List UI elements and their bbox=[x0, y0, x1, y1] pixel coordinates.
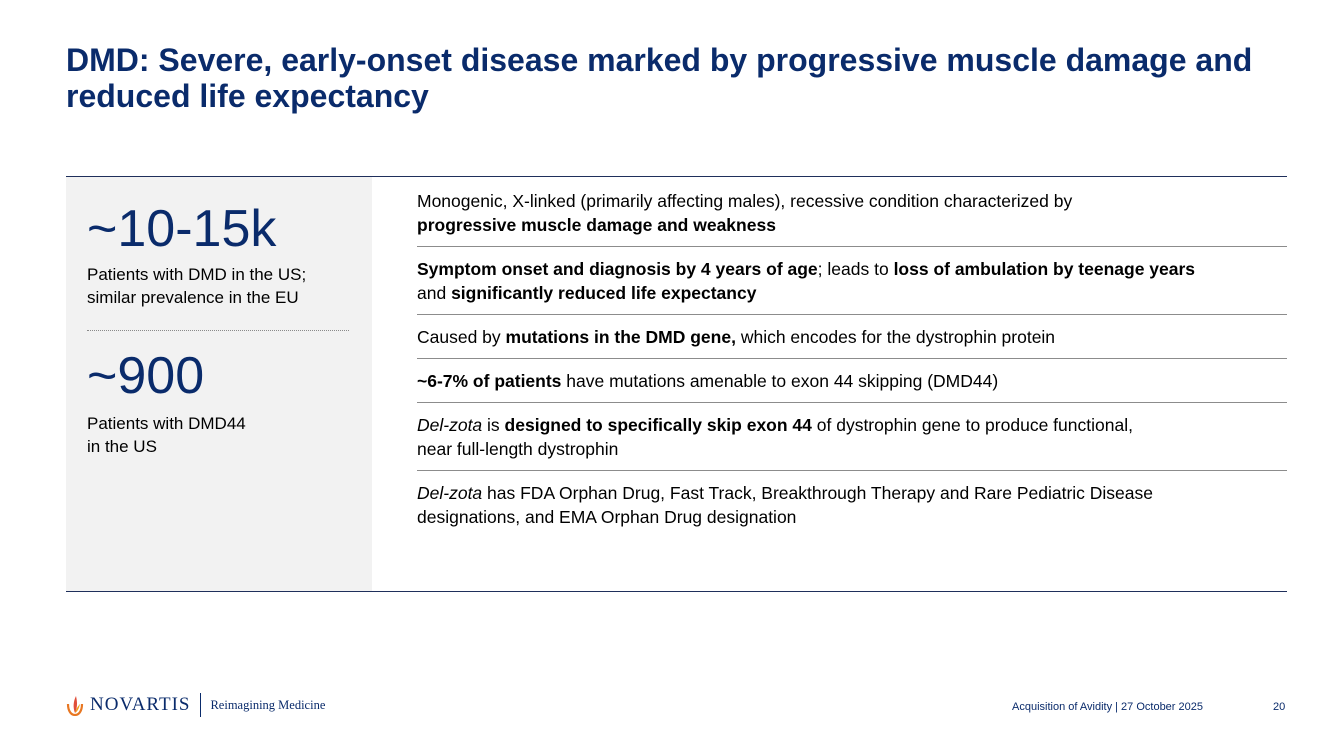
company-logo: NOVARTIS Reimagining Medicine bbox=[66, 692, 325, 718]
stat-description-dmd-us: Patients with DMD in the US; similar pre… bbox=[87, 263, 367, 309]
key-point-text: of dystrophin gene to produce functional… bbox=[811, 415, 1133, 435]
top-rule bbox=[66, 176, 1287, 177]
stat-description-line: similar prevalence in the EU bbox=[87, 288, 299, 307]
key-point-prevalence: ~6-7% of patients have mutations amenabl… bbox=[417, 358, 1287, 402]
key-point-mechanism: Del-zota is designed to specifically ski… bbox=[417, 402, 1287, 470]
key-point-emphasis: Symptom onset and diagnosis by 4 years o… bbox=[417, 259, 818, 279]
logo-divider bbox=[200, 693, 202, 717]
key-point-emphasis: progressive muscle damage and weakness bbox=[417, 215, 776, 235]
stat-description-line: Patients with DMD in the US; bbox=[87, 265, 307, 284]
key-point-text: ; leads to bbox=[817, 259, 894, 279]
key-point-drug-name: Del-zota bbox=[417, 415, 483, 435]
key-point-text: Monogenic, X-linked (primarily affecting… bbox=[417, 191, 1073, 211]
stat-description-dmd44-us: Patients with DMD44 in the US bbox=[87, 412, 367, 458]
stats-divider bbox=[87, 330, 349, 331]
stat-description-line: Patients with DMD44 bbox=[87, 414, 246, 433]
key-points-list: Monogenic, X-linked (primarily affecting… bbox=[417, 189, 1287, 538]
key-point-text: and bbox=[417, 283, 452, 303]
bottom-rule bbox=[66, 591, 1287, 592]
key-point-emphasis: ~6-7% of patients bbox=[417, 371, 562, 391]
key-point-emphasis: significantly reduced life expectancy bbox=[451, 283, 757, 303]
key-point-onset: Symptom onset and diagnosis by 4 years o… bbox=[417, 246, 1287, 314]
novartis-flame-icon bbox=[66, 696, 84, 716]
key-point-condition: Monogenic, X-linked (primarily affecting… bbox=[417, 177, 1287, 246]
key-point-text: is bbox=[482, 415, 505, 435]
brand-name: NOVARTIS bbox=[90, 694, 191, 715]
stat-description-line: in the US bbox=[87, 437, 157, 456]
key-point-text: Caused by bbox=[417, 327, 506, 347]
key-point-cause: Caused by mutations in the DMD gene, whi… bbox=[417, 314, 1287, 358]
stat-value-dmd44-us: ~900 bbox=[87, 347, 205, 405]
key-point-designations: Del-zota has FDA Orphan Drug, Fast Track… bbox=[417, 470, 1287, 538]
key-point-text: which encodes for the dystrophin protein bbox=[735, 327, 1056, 347]
key-point-text: designations, and EMA Orphan Drug design… bbox=[417, 507, 797, 527]
key-point-text: has FDA Orphan Drug, Fast Track, Breakth… bbox=[482, 483, 1153, 503]
key-point-text: near full-length dystrophin bbox=[417, 439, 619, 459]
slide-title: DMD: Severe, early-onset disease marked … bbox=[66, 42, 1253, 114]
key-point-drug-name: Del-zota bbox=[417, 483, 483, 503]
footer-event: Acquisition of Avidity | 27 October 2025 bbox=[1012, 701, 1203, 713]
stats-panel bbox=[66, 177, 372, 591]
key-point-emphasis: loss of ambulation by teenage years bbox=[893, 259, 1196, 279]
key-point-emphasis: mutations in the DMD gene, bbox=[505, 327, 736, 347]
page-number: 20 bbox=[1273, 701, 1286, 713]
key-point-emphasis: designed to specifically skip exon 44 bbox=[504, 415, 812, 435]
key-point-text: have mutations amenable to exon 44 skipp… bbox=[561, 371, 999, 391]
stat-value-dmd-us: ~10-15k bbox=[87, 200, 277, 258]
brand-tagline: Reimagining Medicine bbox=[210, 697, 326, 712]
